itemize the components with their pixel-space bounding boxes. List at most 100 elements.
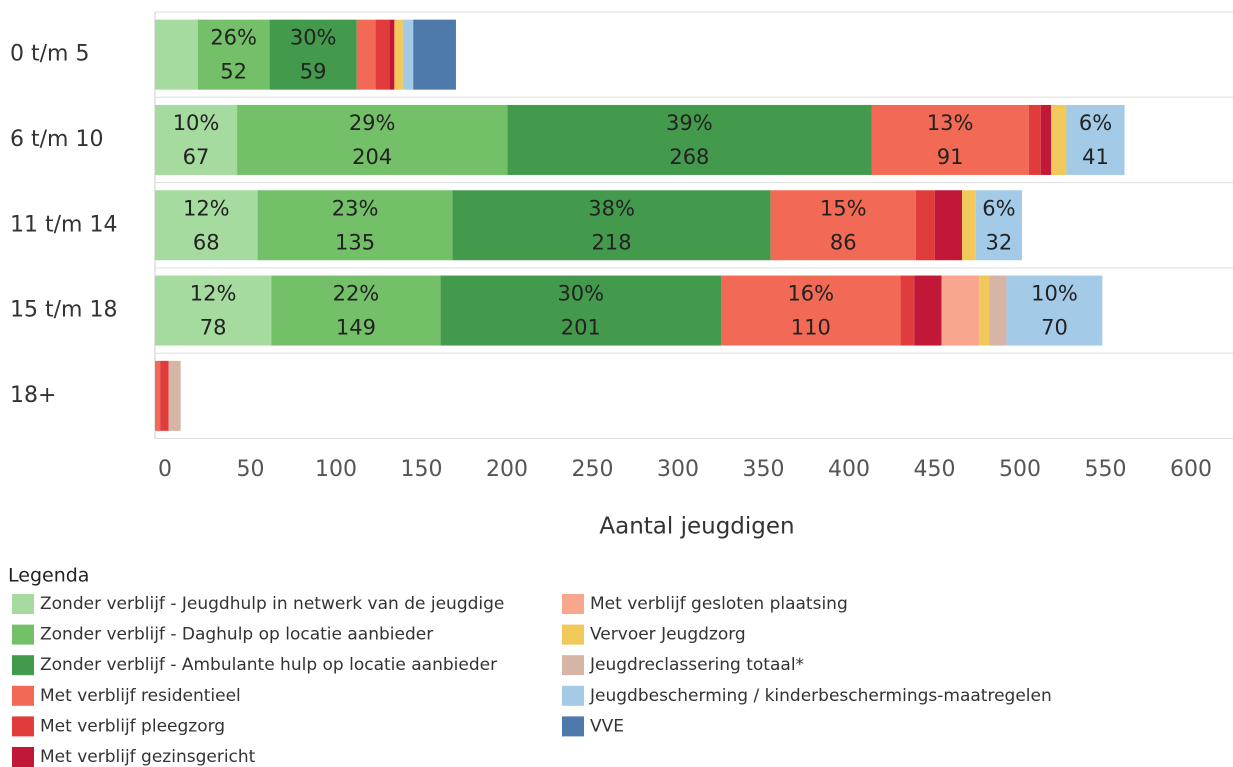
count-label: 201	[561, 316, 601, 340]
count-label: 268	[669, 145, 709, 169]
percent-label: 15%	[820, 196, 867, 220]
category-label: 6 t/m 10	[10, 127, 103, 152]
x-tick-label: 50	[237, 457, 265, 482]
percent-label: 29%	[349, 111, 396, 135]
count-label: 110	[791, 316, 831, 340]
bar-segment	[871, 104, 1029, 175]
bar-segment	[934, 190, 963, 261]
x-tick-label: 600	[1170, 457, 1212, 482]
bar-segment	[975, 190, 1022, 261]
legend-title: Legenda	[8, 565, 89, 587]
bar-segment	[271, 275, 441, 346]
category-label: 0 t/m 5	[10, 42, 89, 67]
category-label: 18+	[10, 383, 56, 408]
count-label: 78	[200, 316, 227, 340]
percent-label: 30%	[557, 282, 604, 306]
x-tick-label: 300	[657, 457, 699, 482]
bar-segment	[1051, 104, 1067, 175]
bar-segment	[197, 19, 270, 90]
percent-label: 6%	[1079, 111, 1112, 135]
count-label: 67	[183, 145, 210, 169]
legend-label: Met verblijf gesloten plaatsing	[590, 594, 848, 614]
bar-segment	[237, 104, 508, 175]
legend-swatch	[562, 594, 584, 614]
bar-segment	[168, 360, 181, 431]
percent-label: 10%	[1031, 282, 1078, 306]
percent-label: 23%	[332, 196, 379, 220]
x-tick-label: 550	[1085, 457, 1127, 482]
bar-segment	[389, 19, 395, 90]
percent-label: 12%	[190, 282, 237, 306]
x-axis-title: Aantal jeugdigen	[599, 514, 794, 540]
x-tick-label: 350	[743, 457, 785, 482]
legend-swatch	[12, 716, 34, 737]
bar-segment	[452, 190, 771, 261]
percent-label: 13%	[927, 111, 974, 135]
bar-segment	[155, 275, 272, 346]
x-tick-label: 450	[914, 457, 956, 482]
bar-segment	[1028, 104, 1041, 175]
percent-label: 12%	[183, 196, 230, 220]
legend-swatch	[12, 685, 34, 706]
count-label: 68	[193, 230, 220, 254]
count-label: 52	[220, 60, 247, 84]
bar-segment	[721, 275, 901, 346]
bar-segment	[155, 104, 238, 175]
legend-label: Zonder verblijf - Daghulp op locatie aan…	[40, 625, 433, 645]
bar-segment	[1040, 104, 1052, 175]
x-tick-label: 100	[315, 457, 357, 482]
x-tick-label: 200	[486, 457, 528, 482]
bar-segment	[402, 19, 414, 90]
bar-segment	[962, 190, 976, 261]
count-label: 135	[335, 230, 375, 254]
count-label: 59	[300, 60, 327, 84]
legend-label: Met verblijf pleegzorg	[40, 716, 225, 736]
legend-label: Met verblijf residentieel	[40, 686, 241, 706]
bar-segment	[941, 275, 980, 346]
bar-segment	[770, 190, 916, 261]
bar-segment	[413, 19, 456, 90]
bar-segment	[155, 190, 258, 261]
category-label: 15 t/m 18	[10, 298, 117, 323]
count-label: 149	[336, 316, 376, 340]
percent-label: 38%	[588, 196, 635, 220]
bar-segment	[155, 19, 198, 90]
count-label: 70	[1041, 316, 1068, 340]
percent-label: 26%	[210, 26, 257, 50]
bar-segment	[257, 190, 453, 261]
bar-segment	[914, 275, 942, 346]
legend-swatch	[12, 594, 34, 614]
legend-label: Vervoer Jeugdzorg	[590, 625, 746, 645]
count-label: 86	[830, 230, 857, 254]
count-label: 204	[352, 145, 392, 169]
bar-segment	[269, 19, 357, 90]
legend-swatch	[12, 747, 34, 767]
bar-segment	[1066, 104, 1125, 175]
percent-label: 30%	[290, 26, 337, 50]
x-tick-label: 250	[572, 457, 614, 482]
bar-segment	[979, 275, 990, 346]
bar-segment	[989, 275, 1007, 346]
count-label: 218	[592, 230, 632, 254]
legend-label: Zonder verblijf - Jeugdhulp in netwerk v…	[40, 594, 504, 614]
x-tick-label: 150	[401, 457, 443, 482]
percent-label: 10%	[173, 111, 220, 135]
legend-label: Jeugdreclassering totaal*	[589, 655, 804, 675]
category-label: 11 t/m 14	[10, 212, 117, 237]
legend-label: Met verblijf gezinsgericht	[40, 747, 256, 767]
percent-label: 22%	[333, 282, 380, 306]
bar-segment	[375, 19, 390, 90]
legend-swatch	[12, 624, 34, 645]
percent-label: 39%	[666, 111, 713, 135]
bar-segment	[394, 19, 403, 90]
count-label: 32	[986, 230, 1013, 254]
count-label: 91	[937, 145, 964, 169]
bar-segment	[915, 190, 935, 261]
percent-label: 16%	[787, 282, 834, 306]
legend-label: Jeugdbescherming / kinderbeschermings-ma…	[589, 686, 1052, 706]
bar-segment	[155, 360, 161, 431]
bar-segment	[440, 275, 722, 346]
legend-swatch	[562, 655, 584, 676]
legend-swatch	[562, 624, 584, 645]
x-tick-label: 0	[158, 457, 172, 482]
